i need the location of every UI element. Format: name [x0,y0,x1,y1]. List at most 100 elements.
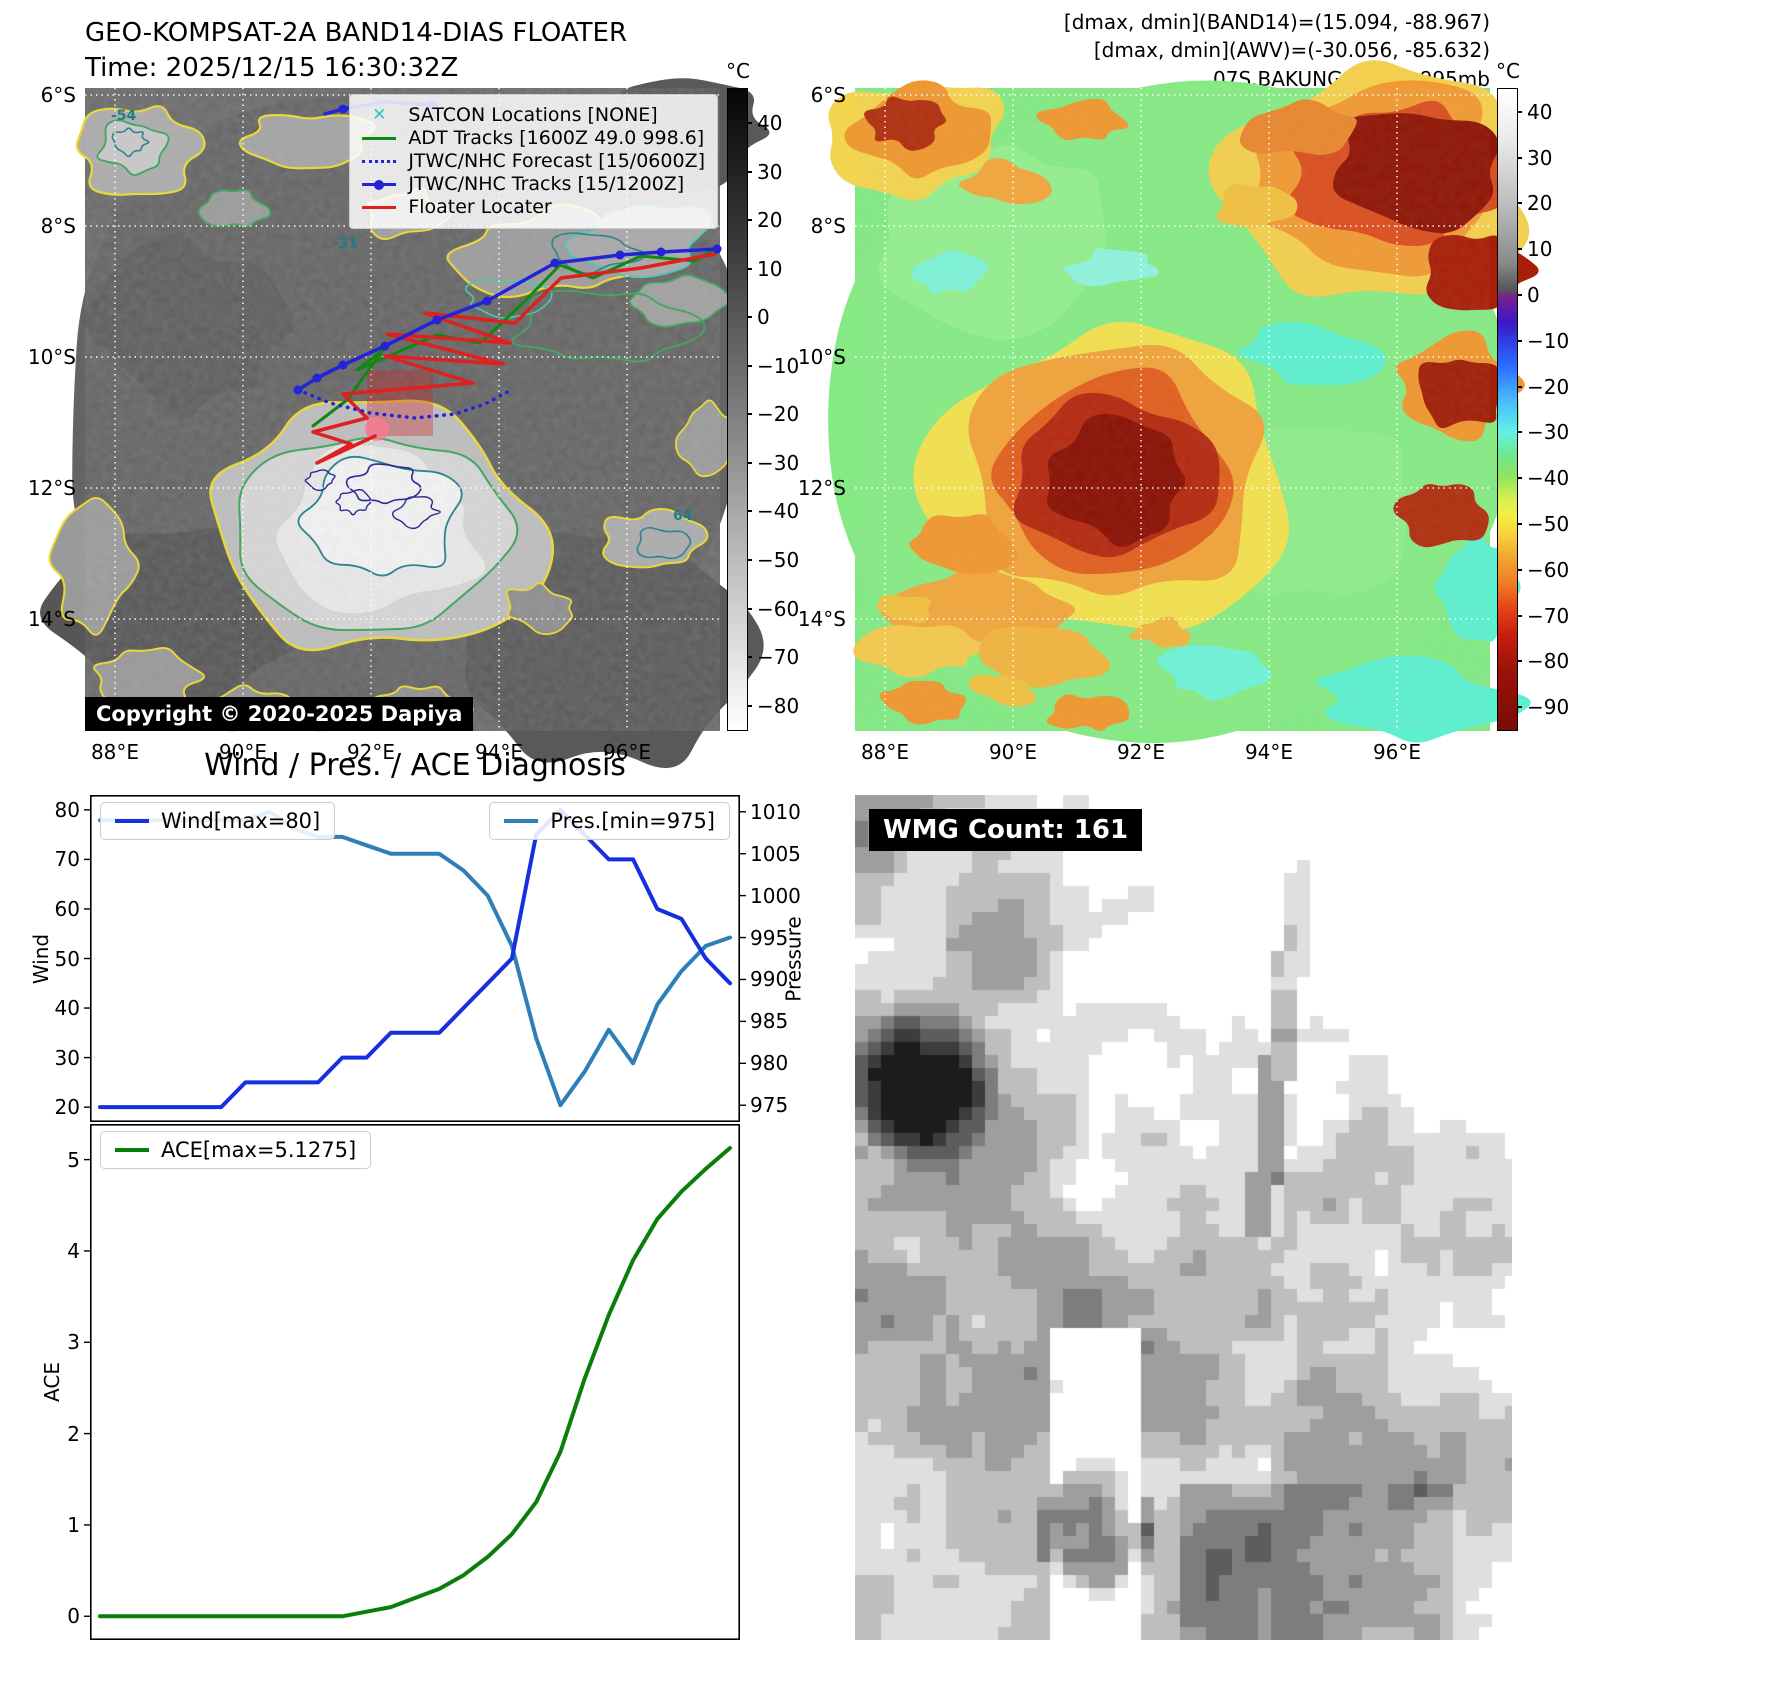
y-tick-label: 980 [750,1051,789,1076]
jtwc-line-dot-icon [360,179,398,190]
colorbar-tick [1517,294,1522,297]
colorbar-tick [747,510,752,513]
colorbar-tick [1517,202,1522,205]
colorbar-tick-label: 40 [757,110,783,135]
lon-tick-label: 94°E [1244,740,1294,764]
diagnosis-title: Wind / Pres. / ACE Diagnosis [204,748,626,783]
band14-colorbar: °C 40 30 20 10 0 −10 −20 −30 −40 −50 −60 −70 −80 [726,59,799,731]
ace-plot [84,1124,741,1641]
copyright-badge: Copyright © 2020-2025 Dapiya [85,697,474,731]
colorbar-tick-label: −10 [757,353,800,378]
colorbar-tick-label: −30 [757,450,800,475]
dmax-band14-text: [dmax, dmin](BAND14)=(15.094, -88.967) [1063,10,1490,34]
legend-floater-row: Floater Locater [360,198,705,217]
awv-colorbar: °C 40 30 20 10 0 −10 −20 −30 −40 −50 −60 −70 −80 −90 [1496,59,1569,731]
colorbar-tick-label: 20 [1527,191,1553,216]
colorbar-tick-label: 10 [1527,237,1553,262]
lat-tick-label: 14°S [27,607,76,631]
y-tick-label: 1000 [750,883,801,908]
y-tick-label: 990 [750,967,789,992]
contour-value-label: -54 [111,108,137,124]
lat-tick-label: 12°S [27,476,76,500]
pressure-line-icon [504,819,539,823]
legend-adt-label: ADT Tracks [1600Z 49.0 998.6] [408,127,705,149]
y-tick-label: 50 [54,946,80,971]
colorbar-tick [1517,385,1522,388]
dmax-awv-text: [dmax, dmin](AWV)=(-30.056, -85.632) [1093,38,1490,63]
y-tick-label: 70 [54,847,80,872]
colorbar-tick-label: −90 [1527,695,1570,720]
lat-tick-label: 12°S [797,476,846,500]
wmg-image [855,795,1512,1640]
colorbar-tick [747,559,752,562]
y-tick-label: 975 [750,1093,789,1118]
colorbar-tick-label: −60 [757,596,800,621]
colorbar-tick-label: −80 [757,693,800,718]
colorbar-tick-label: −60 [1527,557,1570,582]
y-tick-label: 4 [67,1238,80,1263]
lon-tick-label: 90°E [988,740,1038,764]
contour-value-label: -31 [333,236,359,252]
legend-jtwc-label: JTWC/NHC Tracks [15/1200Z] [408,173,685,195]
lon-tick-label: 88°E [90,740,140,764]
colorbar-tick [1517,706,1522,709]
colorbar-tick-label: −10 [1527,328,1570,353]
y-tick-label: 3 [67,1330,80,1355]
wind-legend: Wind[max=80] [100,802,336,840]
wmg-count-badge: WMG Count: 161 [869,809,1143,851]
forecast-dotted-line-icon [360,160,398,163]
ace-legend: ACE[max=5.1275] [100,1131,372,1169]
y-tick-label: 1005 [750,841,801,866]
y-tick-label: 60 [54,896,80,921]
colorbar-tick [747,364,752,367]
colorbar-tick-label: −20 [757,402,800,427]
colorbar-tick [747,170,752,173]
lat-tick-label: 6°S [40,83,76,107]
y-tick-label: 30 [54,1045,80,1070]
ace-axis-label: ACE [39,1362,64,1402]
colorbar-tick-label: −40 [757,499,800,524]
colorbar-tick-label: −30 [1527,420,1570,445]
lat-tick-label: 8°S [810,214,846,238]
colorbar-tick-label: 10 [757,256,783,281]
colorbar-tick-label: 40 [1527,99,1553,124]
colorbar-tick [1517,248,1522,251]
band14-ir-map: ✕ SATCON Locations [NONE] ADT Tracks [16… [28,78,770,769]
colorbar-tick [747,461,752,464]
lon-tick-label: 90°E [218,740,268,764]
colorbar-tick [747,413,752,416]
y-tick-label: 985 [750,1009,789,1034]
colorbar-tick [1517,477,1522,480]
lon-tick-label: 88°E [860,740,910,764]
y-tick-label: 40 [54,996,80,1021]
y-tick-label: 2 [67,1421,80,1446]
colorbar-tick [747,316,752,319]
legend-forecast-row: JTWC/NHC Forecast [15/0600Z] [360,152,705,171]
legend-floater-label: Floater Locater [408,196,552,218]
awv-color-map: 6°S 8°S 10°S 12°S 14°S 88°E 90°E 92°E 94°E 96°E [798,60,1539,764]
colorbar-tick-label: −80 [1527,649,1570,674]
colorbar-tick [747,267,752,270]
wmg-panel: WMG Count: 161 [855,795,1512,1640]
colorbar-tick-label: −40 [1527,466,1570,491]
contour-value-label: 64 [673,508,693,524]
awv-header: [dmax, dmin](BAND14)=(15.094, -88.967) [… [980,8,1490,93]
colorbar-tick [747,607,752,610]
ace-line-icon [115,1148,149,1152]
lat-tick-label: 6°S [810,83,846,107]
colorbar-unit-label: °C [1496,59,1520,83]
y-tick-label: 80 [54,797,80,822]
colorbar-tick-label: 0 [757,305,770,330]
colorbar-tick [1517,110,1522,113]
lon-tick-label: 92°E [1116,740,1166,764]
colorbar-tick [1517,614,1522,617]
legend-satcon-row: ✕ SATCON Locations [NONE] [360,106,705,125]
legend-satcon-label: SATCON Locations [NONE] [408,104,658,126]
colorbar-tick [1517,339,1522,342]
ace-chart: ACE[max=5.1275] ACE 0 1 2 3 4 5 [40,1124,741,1641]
pressure-legend: Pres.[min=975] [489,802,730,840]
y-tick-label: 1 [67,1512,80,1537]
legend-forecast-label: JTWC/NHC Forecast [15/0600Z] [408,150,705,172]
y-tick-label: 20 [54,1095,80,1120]
